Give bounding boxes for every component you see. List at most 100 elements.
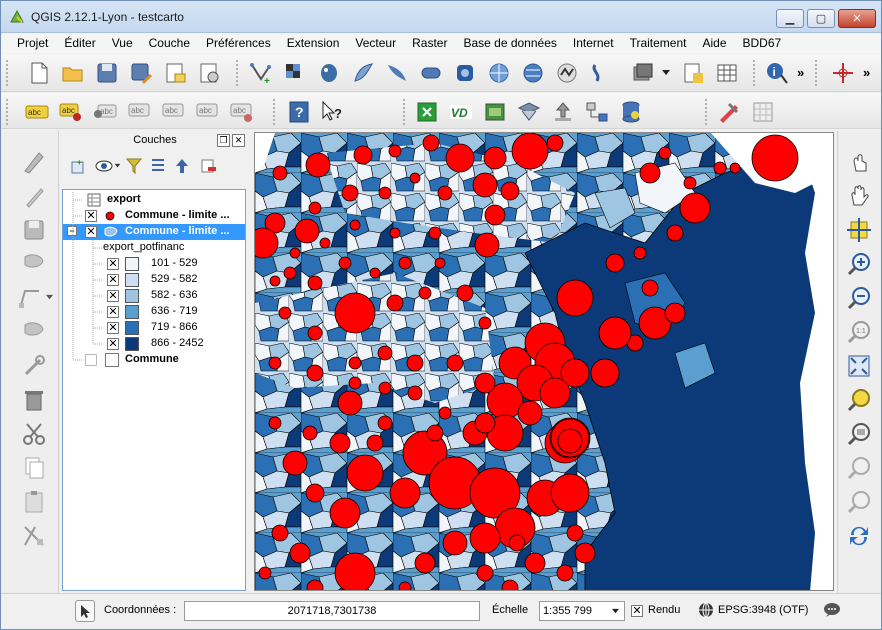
add-vector-layer-icon[interactable]: + (249, 61, 273, 85)
toolbar-grip[interactable] (403, 99, 406, 125)
legend-class-4[interactable]: ✕ 636 - 719 (63, 304, 245, 320)
plugin-upload-icon[interactable] (551, 100, 575, 124)
filter-icon[interactable] (125, 157, 143, 175)
whats-this-icon[interactable]: ? (321, 100, 345, 124)
float-panel-button[interactable]: ❐ (217, 134, 230, 147)
messages-toggle-button[interactable] (75, 600, 95, 622)
label-show-hide-icon[interactable]: abc (195, 100, 219, 124)
pan-map-icon[interactable] (846, 183, 872, 209)
add-group-icon[interactable]: + (69, 157, 87, 175)
add-virtual-layer-icon[interactable] (631, 61, 655, 85)
menu-bdd67[interactable]: BDD67 (742, 36, 782, 50)
crs-status[interactable]: EPSG:3948 (OTF) (718, 604, 809, 616)
layer-export[interactable]: export (63, 192, 245, 208)
toolbar-grip[interactable] (236, 60, 239, 86)
add-wms-layer-icon[interactable] (487, 61, 511, 85)
class-visibility-checkbox[interactable]: ✕ (107, 274, 119, 286)
legend-class-3[interactable]: ✕ 582 - 636 (63, 288, 245, 304)
add-feature-icon[interactable] (21, 251, 47, 277)
menu-editer[interactable]: Éditer (64, 36, 96, 50)
zoom-last-icon[interactable] (846, 455, 872, 481)
touch-zoom-icon[interactable] (846, 149, 872, 175)
add-raster-layer-icon[interactable] (283, 61, 307, 85)
legend-class-2[interactable]: ✕ 529 - 582 (63, 272, 245, 288)
labeling-icon[interactable]: abc (25, 100, 49, 124)
menu-extension[interactable]: Extension (286, 36, 340, 50)
class-visibility-checkbox[interactable]: ✕ (107, 338, 119, 350)
measure-tool-icon[interactable] (717, 100, 741, 124)
save-edits-icon[interactable] (21, 217, 47, 243)
menu-traitement[interactable]: Traitement (629, 36, 687, 50)
chevron-down-icon[interactable] (661, 69, 671, 77)
legend-class-6[interactable]: ✕ 866 - 2452 (63, 336, 245, 352)
identify-features-icon[interactable]: i (765, 61, 789, 85)
label-change-icon[interactable]: abc (229, 100, 253, 124)
menu-couche[interactable]: Couche (148, 36, 190, 50)
new-shapefile-layer-icon[interactable] (681, 61, 705, 85)
layer-commune-limite-points[interactable]: ✕ Commune - limite ... (63, 208, 245, 224)
toolbar-grip[interactable] (815, 60, 818, 86)
crs-globe-icon[interactable] (698, 602, 714, 618)
legend-class-5[interactable]: ✕ 719 - 866 (63, 320, 245, 336)
node-tool-icon[interactable] (17, 285, 43, 311)
composer-manager-icon[interactable] (197, 61, 221, 85)
toolbar-grip[interactable] (705, 99, 708, 125)
toolbar-overflow-icon[interactable]: » (797, 65, 805, 80)
add-db2-layer-icon[interactable] (453, 61, 477, 85)
map-canvas[interactable] (254, 132, 834, 591)
add-mssql-layer-icon[interactable] (385, 61, 409, 85)
save-as-icon[interactable] (129, 61, 153, 85)
move-feature-icon[interactable] (21, 319, 47, 345)
plugin-vd-icon[interactable]: VD (449, 100, 473, 124)
zoom-to-selection-icon[interactable] (846, 387, 872, 413)
layer-visibility-checkbox[interactable]: ✕ (85, 210, 97, 222)
render-checkbox[interactable]: ✕ (631, 605, 643, 617)
add-spatialite-layer-icon[interactable] (351, 61, 375, 85)
toolbar-grip[interactable] (273, 99, 276, 125)
menu-raster[interactable]: Raster (412, 36, 448, 50)
minimize-button[interactable]: ▁ (776, 9, 804, 28)
menu-projet[interactable]: Projet (17, 36, 49, 50)
pencil-icon[interactable] (21, 183, 47, 209)
layer-commune-limite-polygons[interactable]: − ✕ Commune - limite ... (63, 224, 245, 240)
menu-preferences[interactable]: Préférences (206, 36, 271, 50)
toolbar-overflow-icon[interactable]: » (863, 65, 871, 80)
collapse-all-icon[interactable] (173, 157, 191, 175)
layer-visibility-checkbox[interactable]: ✕ (85, 226, 97, 238)
class-visibility-checkbox[interactable]: ✕ (107, 322, 119, 334)
class-visibility-checkbox[interactable]: ✕ (107, 258, 119, 270)
add-delimited-text-layer-icon[interactable] (589, 61, 613, 85)
add-postgis-layer-icon[interactable] (317, 61, 341, 85)
zoom-out-icon[interactable] (846, 285, 872, 311)
plugin-image-icon[interactable] (483, 100, 507, 124)
open-project-icon[interactable] (61, 61, 85, 85)
toggle-editing-icon[interactable] (21, 149, 47, 175)
messages-icon[interactable] (823, 602, 841, 618)
zoom-next-icon[interactable] (846, 489, 872, 515)
toolbar-grip[interactable] (6, 60, 9, 86)
zoom-to-layer-icon[interactable] (846, 421, 872, 447)
refresh-icon[interactable] (846, 523, 872, 549)
class-visibility-checkbox[interactable]: ✕ (107, 306, 119, 318)
label-move-icon[interactable]: abc (127, 100, 151, 124)
menu-internet[interactable]: Internet (572, 36, 614, 50)
menu-vue[interactable]: Vue (111, 36, 133, 50)
pan-to-selection-icon[interactable] (846, 217, 872, 243)
remove-layer-icon[interactable] (199, 157, 217, 175)
add-wcs-layer-icon[interactable] (521, 61, 545, 85)
new-project-icon[interactable] (27, 61, 51, 85)
paste-features-icon[interactable] (21, 489, 47, 515)
menu-vecteur[interactable]: Vecteur (355, 36, 397, 50)
chevron-down-icon[interactable] (114, 163, 121, 169)
plugin-network-icon[interactable] (585, 100, 609, 124)
copy-features-icon[interactable] (21, 455, 47, 481)
add-oracle-layer-icon[interactable] (419, 61, 443, 85)
coordinates-field[interactable]: 2071718,7301738 (184, 601, 480, 621)
plugin-shield-icon[interactable] (517, 100, 541, 124)
scale-combobox[interactable]: 1:355 799 (539, 601, 625, 621)
cut-features-icon[interactable] (21, 421, 47, 447)
help-icon[interactable]: ? (287, 100, 311, 124)
crosshair-icon[interactable] (831, 61, 855, 85)
new-print-composer-icon[interactable] (163, 61, 187, 85)
label-rotate-icon[interactable]: abc (161, 100, 185, 124)
